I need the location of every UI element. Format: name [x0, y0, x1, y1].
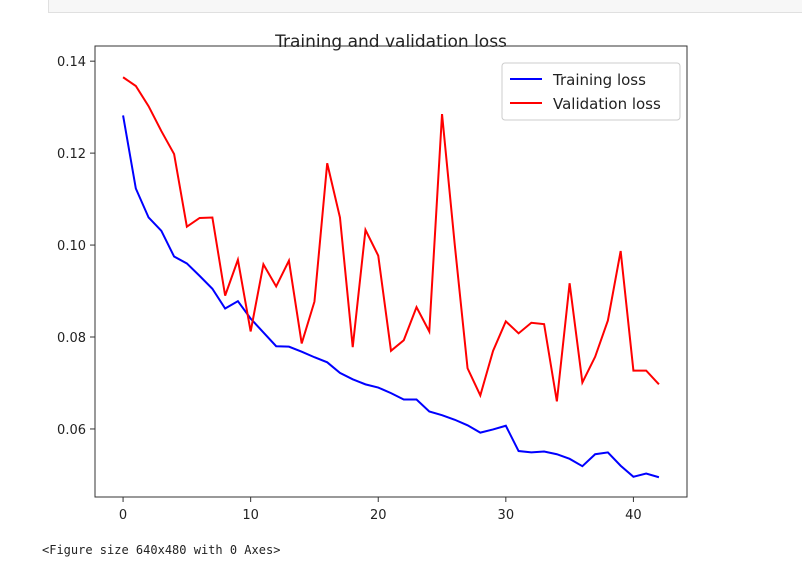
x-tick-label: 40 — [625, 508, 642, 523]
legend-label-validation: Validation loss — [553, 95, 661, 113]
y-tick-label: 0.10 — [57, 239, 86, 254]
y-tick-label: 0.06 — [57, 423, 86, 438]
x-tick-label: 0 — [119, 508, 127, 523]
x-tick-label: 20 — [370, 508, 387, 523]
plot-frame — [94, 45, 688, 498]
legend-label-training: Training loss — [552, 71, 646, 89]
figure-size-output: <Figure size 640x480 with 0 Axes> — [42, 543, 281, 557]
series-line-validation — [122, 76, 660, 402]
y-tick-label: 0.08 — [57, 331, 86, 346]
cell-output-bar — [48, 0, 802, 13]
x-tick-label: 10 — [242, 508, 259, 523]
series-line-training — [122, 115, 660, 479]
y-tick-label: 0.12 — [57, 147, 86, 162]
legend: Training loss Validation loss — [501, 62, 681, 121]
y-tick-label: 0.14 — [57, 55, 86, 70]
chart-title: Training and validation loss — [274, 32, 507, 52]
loss-chart: Training and validation loss 0 10 20 30 40 0.… — [57, 32, 688, 523]
x-tick-label: 30 — [498, 508, 515, 523]
